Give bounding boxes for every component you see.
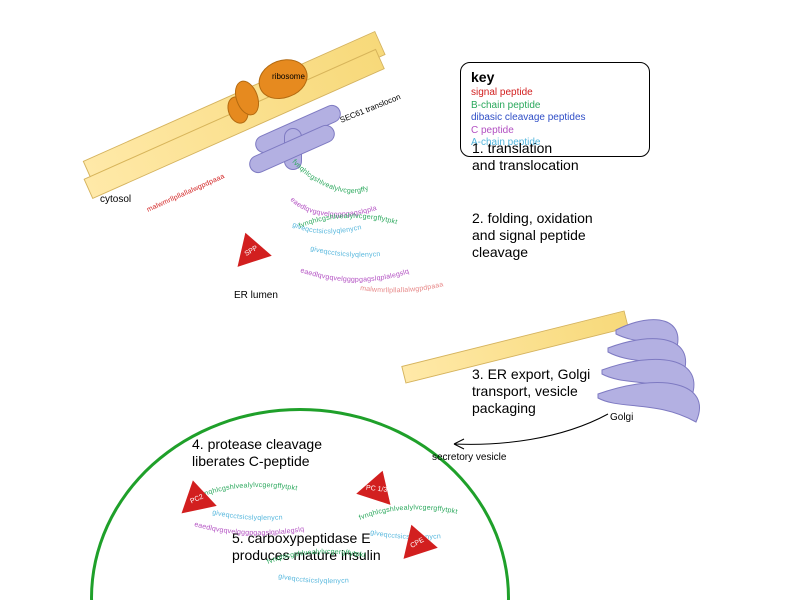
svg-text:giveqcctsicslyqlenycn: giveqcctsicslyqlenycn bbox=[212, 509, 283, 522]
c-peptide-seq-4: eaedlqvgqvelgggpgagslqplalegslq bbox=[193, 521, 304, 537]
peptide-paths: malwmrllpllallalwgpdpaaa fvnqhlcgshlveal… bbox=[0, 0, 800, 600]
svg-text:malwmrllpllallalwgpdpaaa: malwmrllpllallalwgpdpaaa bbox=[146, 173, 226, 214]
b-chain-seq-1: fvnqhlcgshlvealylvcgergffytpkt bbox=[0, 0, 370, 195]
signal-peptide-seq: malwmrllpllallalwgpdpaaa bbox=[146, 173, 226, 214]
svg-text:eaedlqvgqvelgggpgagslqplalegsl: eaedlqvgqvelgggpgagslqplalegslq bbox=[299, 267, 410, 283]
svg-text:fvnqhlcgshlvealylvcgergffytpkt: fvnqhlcgshlvealylvcgergffytpkt bbox=[266, 549, 366, 566]
pc13-label: PC 1/3 bbox=[358, 484, 395, 495]
signal-peptide-cleaved: malwmrllpllallalwgpdpaaa bbox=[360, 281, 444, 294]
c-peptide-seq-2: eaedlqvgqvelgggpgagslqplalegslq bbox=[299, 267, 410, 283]
b-chain-seq-5b: fvnqhlcgshlvealylvcgergffytpkt bbox=[358, 504, 458, 521]
a-chain-seq-4: giveqcctsicslyqlenycn bbox=[212, 509, 283, 522]
svg-text:malwmrllpllallalwgpdpaaa: malwmrllpllallalwgpdpaaa bbox=[360, 281, 444, 294]
svg-text:giveqcctsicslyqlenycn: giveqcctsicslyqlenycn bbox=[278, 573, 350, 585]
svg-text:fvnqhlcgshlvealylvcgergffytpkt: fvnqhlcgshlvealylvcgergffytpkt bbox=[0, 0, 370, 195]
stage: key signal peptide B-chain peptide dibas… bbox=[0, 0, 800, 600]
b-chain-seq-5a: fvnqhlcgshlvealylvcgergffytpkt bbox=[266, 549, 366, 566]
svg-text:fvnqhlcgshlvealylvcgergffytpkt: fvnqhlcgshlvealylvcgergffytpkt bbox=[358, 504, 458, 521]
svg-text:giveqcctsicslyqlenycn: giveqcctsicslyqlenycn bbox=[309, 245, 380, 259]
svg-text:eaedlqvgqvelgggpgagslqplalegsl: eaedlqvgqvelgggpgagslqplalegslq bbox=[193, 521, 304, 537]
a-chain-seq-5a: giveqcctsicslyqlenycn bbox=[278, 573, 350, 585]
pc2-label: PC2 bbox=[179, 489, 215, 510]
a-chain-seq-2: giveqcctsicslyqlenycn bbox=[309, 245, 380, 259]
